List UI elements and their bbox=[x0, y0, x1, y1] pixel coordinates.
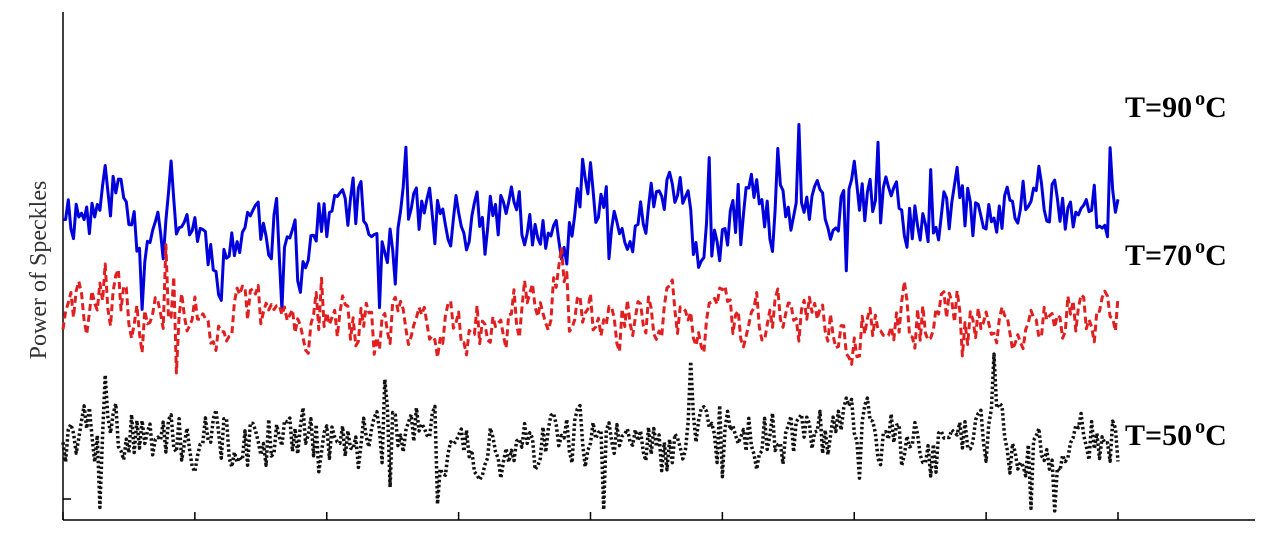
series-label-value: T=70 bbox=[1125, 239, 1192, 272]
series-lines bbox=[61, 123, 1120, 513]
series-label: T=90 oC bbox=[1125, 88, 1227, 124]
series-label-unit: C bbox=[1205, 419, 1227, 452]
series-line bbox=[61, 352, 1120, 513]
series-label-unit: C bbox=[1205, 91, 1227, 124]
series-line bbox=[62, 123, 1120, 312]
series-label-degree: o bbox=[1195, 236, 1205, 258]
series-label-value: T=90 bbox=[1125, 91, 1192, 124]
x-ticks bbox=[62, 512, 1119, 520]
series-label-degree: o bbox=[1195, 88, 1205, 110]
series-label-value: T=50 bbox=[1125, 419, 1192, 452]
y-axis-label: Power of Speckles bbox=[26, 181, 52, 360]
series-label-unit: C bbox=[1205, 239, 1227, 272]
series-line bbox=[61, 243, 1120, 375]
series-label: T=50 oC bbox=[1125, 416, 1227, 452]
axes bbox=[62, 12, 1255, 521]
series-labels: T=90 oCT=70 oCT=50 oC bbox=[1125, 88, 1227, 452]
series-label-degree: o bbox=[1195, 416, 1205, 438]
series-label: T=70 oC bbox=[1125, 236, 1227, 272]
